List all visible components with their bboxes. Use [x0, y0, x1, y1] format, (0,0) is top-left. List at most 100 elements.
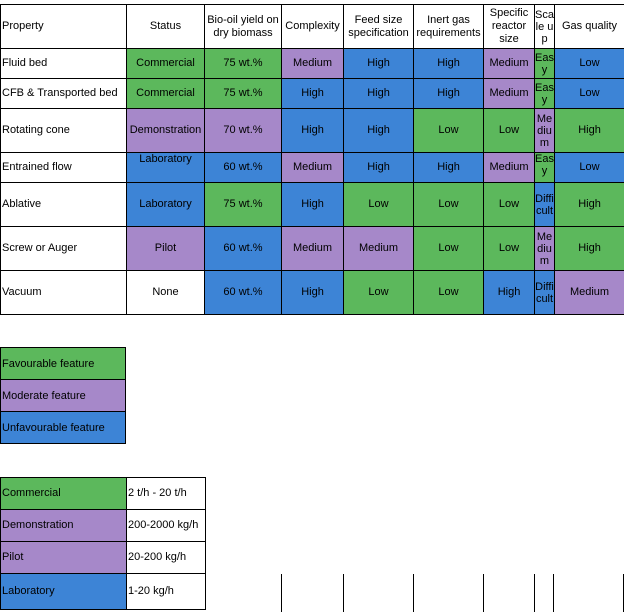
header-complexity: Complexity: [281, 4, 344, 49]
yield-cell: 60 wt.%: [204, 152, 282, 183]
gas-cell: Medium: [554, 270, 624, 315]
inert-cell: Low: [413, 226, 484, 271]
scale-cell: Medium: [534, 108, 555, 153]
status-cell: Demonstration: [126, 108, 205, 153]
inert-cell: High: [413, 152, 484, 183]
feed-cell: High: [343, 152, 414, 183]
scale-status-cell: Commercial: [0, 477, 127, 510]
header-row: Property Status Bio-oil yield on dry bio…: [0, 4, 624, 49]
scale-status-cell: Demonstration: [0, 509, 127, 542]
scale-table: Commercial 2 t/h - 20 t/h Demonstration …: [0, 477, 206, 610]
scale-cell: Easy: [534, 78, 555, 109]
scale-status-cell: Laboratory: [0, 573, 127, 610]
yield-cell: 70 wt.%: [204, 108, 282, 153]
scale-cell: Difficult: [534, 182, 555, 227]
table-row: Laboratory 1-20 kg/h: [0, 573, 206, 610]
header-scale-up: Scale up: [534, 4, 555, 49]
gas-cell: Low: [554, 152, 624, 183]
reactor-cell: Low: [483, 108, 535, 153]
column-divider: [281, 574, 282, 612]
table-row: Ablative Laboratory 75 wt.% High Low Low…: [0, 182, 624, 227]
reactor-cell: Low: [483, 182, 535, 227]
legend-item: Unfavourable feature: [0, 411, 126, 444]
gas-cell: High: [554, 226, 624, 271]
property-cell: Screw or Auger: [0, 226, 127, 271]
scale-range-cell: 200-2000 kg/h: [126, 509, 206, 542]
column-divider: [553, 574, 554, 612]
complexity-cell: High: [281, 270, 344, 315]
inert-cell: Low: [413, 182, 484, 227]
table-row: Fluid bed Commercial 75 wt.% Medium High…: [0, 48, 624, 79]
status-cell: Laboratory: [126, 152, 205, 183]
table-row: Vacuum None 60 wt.% High Low Low High Di…: [0, 270, 624, 315]
feed-cell: Low: [343, 182, 414, 227]
gas-cell: High: [554, 108, 624, 153]
yield-cell: 60 wt.%: [204, 226, 282, 271]
scale-cell: Easy: [534, 48, 555, 79]
complexity-cell: High: [281, 182, 344, 227]
scale-range-cell: 20-200 kg/h: [126, 541, 206, 574]
status-cell: None: [126, 270, 205, 315]
complexity-cell: High: [281, 78, 344, 109]
yield-cell: 75 wt.%: [204, 78, 282, 109]
table-row: Rotating cone Demonstration 70 wt.% High…: [0, 108, 624, 153]
inert-cell: Low: [413, 108, 484, 153]
status-cell: Laboratory: [126, 182, 205, 227]
scale-cell: Easy: [534, 152, 555, 183]
reactor-cell: Low: [483, 226, 535, 271]
table-row: Screw or Auger Pilot 60 wt.% Medium Medi…: [0, 226, 624, 271]
complexity-cell: High: [281, 108, 344, 153]
pyrolysis-reactor-table: Property Status Bio-oil yield on dry bio…: [0, 4, 624, 315]
property-cell: Ablative: [0, 182, 127, 227]
header-gas-quality: Gas quality: [554, 4, 624, 49]
inert-cell: Low: [413, 270, 484, 315]
legend-unfavourable: Unfavourable feature: [0, 411, 126, 444]
table-row: Demonstration 200-2000 kg/h: [0, 509, 206, 542]
header-property: Property: [0, 4, 127, 49]
legend-item: Moderate feature: [0, 379, 126, 412]
table-row: Pilot 20-200 kg/h: [0, 541, 206, 574]
yield-cell: 75 wt.%: [204, 182, 282, 227]
inert-cell: High: [413, 78, 484, 109]
feed-cell: High: [343, 108, 414, 153]
complexity-cell: Medium: [281, 48, 344, 79]
table-row: Commercial 2 t/h - 20 t/h: [0, 477, 206, 510]
complexity-cell: Medium: [281, 152, 344, 183]
header-status: Status: [126, 4, 205, 49]
yield-cell: 75 wt.%: [204, 48, 282, 79]
complexity-cell: Medium: [281, 226, 344, 271]
scale-status-cell: Pilot: [0, 541, 127, 574]
column-divider: [343, 574, 344, 612]
reactor-cell: Medium: [483, 78, 535, 109]
gas-cell: High: [554, 182, 624, 227]
feed-cell: High: [343, 48, 414, 79]
scale-cell: Medium: [534, 226, 555, 271]
property-cell: Fluid bed: [0, 48, 127, 79]
legend-item: Favourable feature: [0, 347, 126, 380]
status-cell: Commercial: [126, 48, 205, 79]
legend-favourable: Favourable feature: [0, 347, 126, 380]
column-divider: [534, 574, 535, 612]
feed-cell: Medium: [343, 226, 414, 271]
inert-cell: High: [413, 48, 484, 79]
property-cell: Vacuum: [0, 270, 127, 315]
header-feed-size: Feed size specification: [343, 4, 414, 49]
reactor-cell: Medium: [483, 152, 535, 183]
gas-cell: Low: [554, 48, 624, 79]
yield-cell: 60 wt.%: [204, 270, 282, 315]
reactor-cell: High: [483, 270, 535, 315]
status-cell: Commercial: [126, 78, 205, 109]
header-reactor-size: Specific reactor size: [483, 4, 535, 49]
status-cell: Pilot: [126, 226, 205, 271]
column-divider: [483, 574, 484, 612]
scale-range-cell: 2 t/h - 20 t/h: [126, 477, 206, 510]
feed-cell: Low: [343, 270, 414, 315]
scale-cell: Difficult: [534, 270, 555, 315]
header-yield: Bio-oil yield on dry biomass: [204, 4, 282, 49]
legend-moderate: Moderate feature: [0, 379, 126, 412]
property-cell: Entrained flow: [0, 152, 127, 183]
feature-legend: Favourable feature Moderate feature Unfa…: [0, 347, 126, 444]
table-row: Entrained flow Laboratory 60 wt.% Medium…: [0, 152, 624, 183]
scale-range-cell: 1-20 kg/h: [126, 573, 206, 610]
column-divider: [413, 574, 414, 612]
